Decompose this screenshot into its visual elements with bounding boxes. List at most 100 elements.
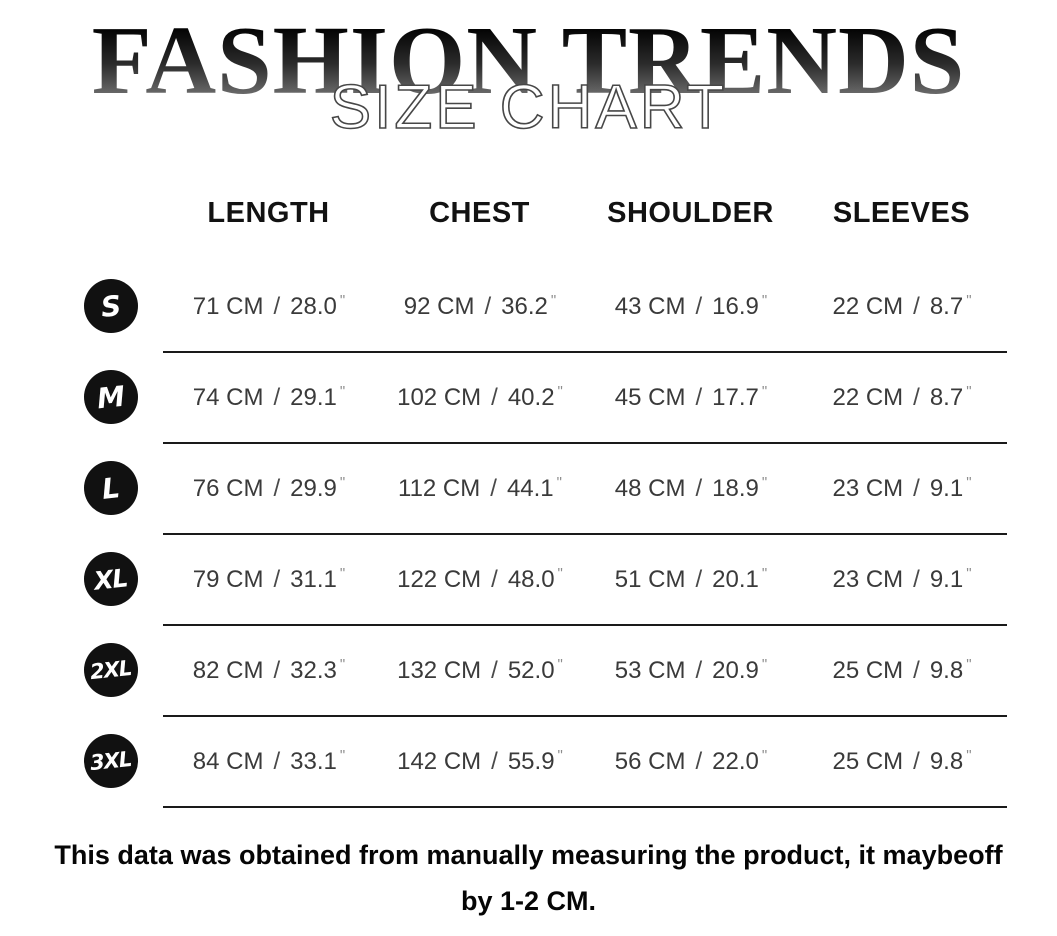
cell-chest: 102 CM / 40.2 " [374, 383, 585, 412]
separator: / [273, 565, 281, 593]
inch-value: 48.0 [507, 565, 555, 593]
footer-line-2: by 1-2 CM. [460, 886, 597, 917]
column-header-length: LENGTH [207, 196, 330, 229]
column-header-chest: CHEST [429, 196, 530, 229]
separator: / [913, 292, 920, 320]
inch-value: 55.9 [507, 747, 555, 775]
inch-value: 29.9 [290, 474, 337, 502]
inch-mark: " [557, 564, 563, 582]
inch-value: 52.0 [507, 656, 555, 684]
cell-chest: 122 CM / 48.0 " [374, 565, 585, 594]
separator: / [491, 747, 498, 775]
inch-mark: " [761, 291, 767, 309]
separator: / [273, 747, 281, 775]
size-row: 3XL 84 CM/33.1 " 142 CM/55.9 " 56 CM/22.0 "… [58, 717, 1007, 806]
inch-value: 9.1 [929, 474, 964, 502]
separator: / [695, 747, 703, 775]
cm-value: 56 CM [614, 747, 686, 775]
cell-chest: 132 CM / 52.0 " [374, 656, 585, 685]
cell-sleeves: 22 CM / 8.7 " [796, 292, 1007, 321]
row-divider [163, 532, 1007, 535]
inch-mark: " [339, 655, 345, 673]
size-row: S 71 CM/28.0 " 92 CM/36.2 " 43 CM/16.9 " 22… [58, 262, 1007, 351]
page-title: FASHION TRENDS [0, 10, 1057, 113]
cell-shoulder: 48 CM / 18.9 " [585, 474, 796, 503]
separator: / [490, 474, 497, 502]
cell-shoulder: 51 CM / 20.1 " [585, 565, 796, 594]
cell-shoulder: 45 CM / 17.7 " [585, 383, 796, 412]
inch-mark: " [761, 382, 767, 400]
inch-value: 20.9 [712, 656, 759, 684]
cm-value: 79 CM [192, 565, 264, 593]
badge-cell: 3XL [58, 734, 163, 789]
cm-value: 102 CM [397, 383, 482, 411]
separator: / [491, 565, 498, 593]
page-subtitle: SIZE CHART [329, 72, 728, 142]
size-badge-label: XL [92, 563, 129, 596]
inch-value: 32.3 [290, 656, 337, 684]
cm-value: 82 CM [192, 656, 264, 684]
separator: / [913, 656, 920, 684]
cm-value: 112 CM [398, 474, 481, 502]
separator: / [695, 565, 703, 593]
cm-value: 84 CM [192, 747, 264, 775]
size-badge: M [83, 370, 138, 425]
inch-mark: " [339, 382, 345, 400]
separator: / [484, 292, 492, 320]
footer-note: This data was obtained from manually mea… [0, 832, 1057, 925]
inch-mark: " [557, 382, 563, 400]
separator: / [695, 474, 703, 502]
cm-value: 76 CM [192, 474, 264, 502]
column-header-sleeves: SLEEVES [832, 196, 971, 229]
inch-value: 29.1 [290, 383, 337, 411]
separator: / [913, 474, 920, 502]
inch-value: 9.8 [929, 656, 964, 684]
cell-length: 82 CM / 32.3 " [163, 656, 374, 685]
inch-mark: " [966, 655, 971, 673]
row-divider [163, 441, 1007, 444]
cm-value: 22 CM [832, 383, 904, 411]
row-divider [163, 623, 1007, 626]
inch-value: 8.7 [929, 292, 964, 320]
cm-value: 142 CM [397, 747, 482, 775]
cell-sleeves: 23 CM / 9.1 " [796, 565, 1007, 594]
size-badge-label: M [95, 379, 126, 416]
separator: / [695, 656, 703, 684]
separator: / [491, 656, 498, 684]
size-table: LENGTH CHEST SHOULDER SLEEVES S 71 CM / 28… [0, 197, 1057, 808]
cm-value: 74 CM [192, 383, 264, 411]
cell-length: 76 CM / 29.9 " [163, 474, 374, 503]
inch-mark: " [339, 564, 345, 582]
cell-chest: 112 CM / 44.1 " [374, 474, 585, 503]
separator: / [695, 292, 703, 320]
separator: / [491, 383, 498, 411]
inch-mark: " [339, 746, 345, 764]
cm-value: 132 CM [397, 656, 482, 684]
inch-value: 31.1 [290, 565, 337, 593]
footer-line-1: This data was obtained from manually mea… [54, 839, 1003, 870]
inch-mark: " [761, 473, 767, 491]
cell-sleeves: 25 CM / 9.8 " [796, 656, 1007, 685]
table-header-row: LENGTH CHEST SHOULDER SLEEVES [58, 197, 1007, 230]
inch-value: 40.2 [507, 383, 555, 411]
separator: / [273, 474, 281, 502]
size-badge-label: L [100, 471, 121, 506]
size-badge: 2XL [83, 643, 138, 698]
cm-value: 45 CM [614, 383, 686, 411]
cell-length: 79 CM / 31.1 " [163, 565, 374, 594]
badge-cell: 2XL [58, 643, 163, 698]
cell-length: 71 CM / 28.0 " [163, 292, 374, 321]
inch-value: 20.1 [712, 565, 759, 593]
cell-shoulder: 56 CM / 22.0 " [585, 747, 796, 776]
inch-mark: " [761, 655, 767, 673]
row-divider [163, 714, 1007, 717]
badge-cell: M [58, 370, 163, 425]
inch-mark: " [966, 382, 971, 400]
inch-value: 33.1 [290, 747, 337, 775]
cm-value: 53 CM [614, 656, 686, 684]
cell-sleeves: 25 CM / 9.8 " [796, 747, 1007, 776]
separator: / [695, 383, 703, 411]
separator: / [273, 656, 281, 684]
inch-value: 36.2 [501, 292, 548, 320]
size-badge: L [83, 461, 138, 516]
